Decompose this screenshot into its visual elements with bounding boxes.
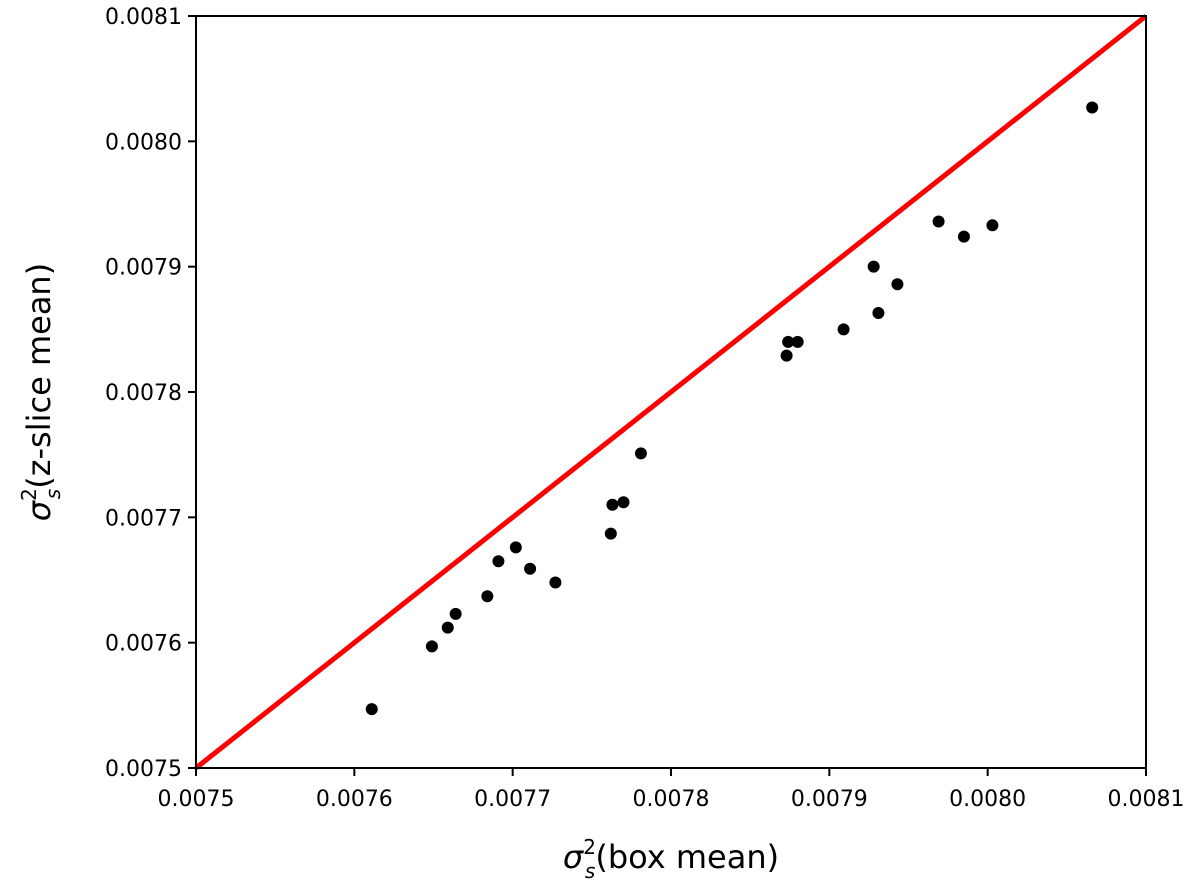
- x-tick-label: 0.0076: [316, 787, 393, 812]
- reference-line: [194, 14, 1148, 770]
- data-point: [780, 349, 793, 362]
- x-axis-label: σ2 s(box mean): [563, 835, 779, 883]
- y-axis-label-sub: s: [41, 489, 65, 499]
- x-tick-label: 0.0081: [1108, 787, 1185, 812]
- data-point: [449, 607, 462, 620]
- x-tick-label: 0.0078: [633, 787, 710, 812]
- y-axis-ticks: 0.0075 0.0076 0.0077 0.0078 0.0079 0.0080 0.00…: [105, 5, 196, 782]
- data-point: [441, 621, 454, 634]
- data-point: [867, 260, 880, 273]
- data-point: [365, 703, 378, 716]
- data-point: [634, 447, 647, 460]
- x-tick-label: 0.0077: [474, 787, 551, 812]
- data-point: [986, 219, 999, 232]
- y-axis-label-text: (z-slice mean): [20, 263, 58, 489]
- x-tick-label: 0.0080: [949, 787, 1026, 812]
- y-tick-label: 0.0078: [105, 381, 182, 406]
- reference-line-layer: [194, 14, 1148, 770]
- y-tick-label: 0.0076: [105, 632, 182, 657]
- data-point: [872, 307, 885, 320]
- data-point: [549, 576, 562, 589]
- data-point: [957, 230, 970, 243]
- y-axis-label-sup: 2: [17, 488, 41, 501]
- y-axis-label-symbol: σ: [20, 499, 58, 521]
- data-points: [365, 101, 1099, 716]
- data-point: [524, 562, 537, 575]
- data-point: [509, 541, 522, 554]
- x-axis-label-symbol: σ: [563, 838, 585, 876]
- y-tick-label: 0.0080: [105, 130, 182, 155]
- data-point: [932, 215, 945, 228]
- data-point: [837, 323, 850, 336]
- data-point: [604, 527, 617, 540]
- x-axis-ticks: 0.0075 0.0076 0.0077 0.0078 0.0079 0.0080 0.00…: [158, 768, 1185, 812]
- x-axis-label-sup: 2: [583, 835, 596, 859]
- y-tick-label: 0.0075: [105, 757, 182, 782]
- y-tick-label: 0.0081: [105, 5, 182, 30]
- data-point: [606, 498, 619, 511]
- y-axis-label: σ2s(z-slice mean): [17, 263, 65, 521]
- y-tick-label: 0.0079: [105, 256, 182, 281]
- data-point: [782, 335, 795, 348]
- data-point: [481, 590, 494, 603]
- data-point: [425, 640, 438, 653]
- data-point: [891, 278, 904, 291]
- y-tick-label: 0.0077: [105, 506, 182, 531]
- x-axis-label-sub: s: [585, 859, 595, 883]
- x-tick-label: 0.0075: [158, 787, 235, 812]
- x-tick-label: 0.0079: [791, 787, 868, 812]
- data-point: [617, 496, 630, 509]
- data-point: [1086, 101, 1099, 114]
- data-point: [791, 335, 804, 348]
- x-axis-label-text: (box mean): [595, 838, 779, 876]
- data-point: [492, 555, 505, 568]
